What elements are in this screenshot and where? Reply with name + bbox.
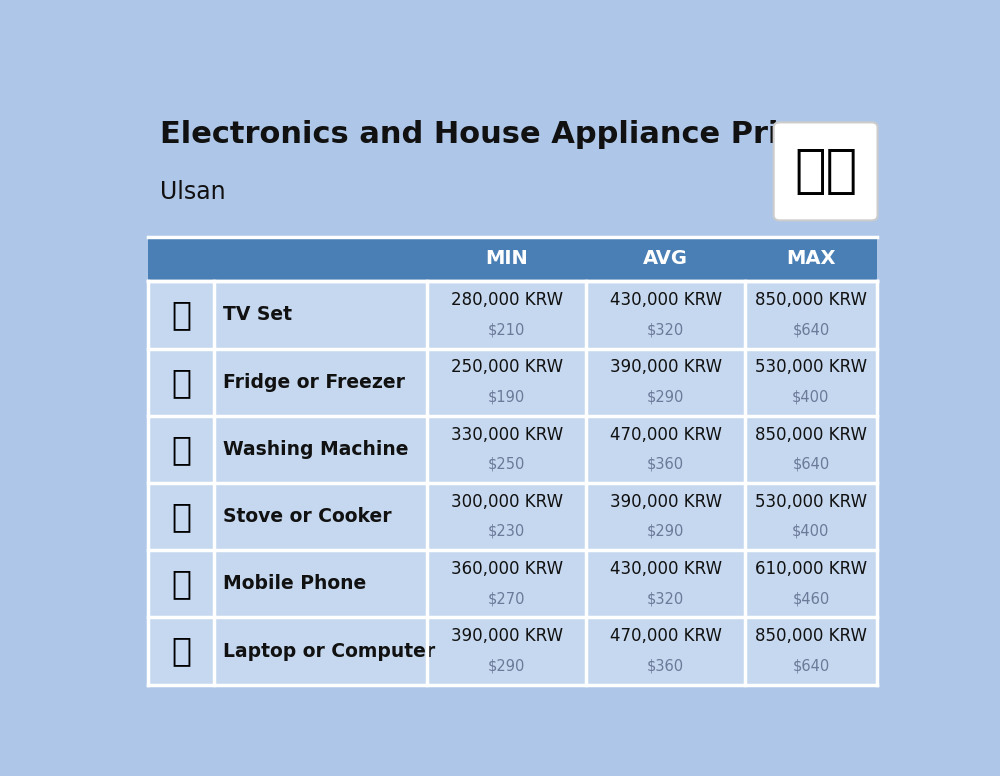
Text: 390,000 KRW: 390,000 KRW (610, 359, 722, 376)
Text: 850,000 KRW: 850,000 KRW (755, 291, 867, 309)
Bar (148, 483, 877, 550)
Text: Ulsan: Ulsan (160, 180, 226, 204)
Text: $640: $640 (792, 457, 830, 472)
Text: 💻: 💻 (171, 635, 191, 667)
Text: Washing Machine: Washing Machine (223, 440, 409, 459)
Bar (148, 618, 877, 684)
Text: $290: $290 (647, 524, 684, 539)
Text: $290: $290 (488, 658, 525, 674)
Text: Laptop or Computer: Laptop or Computer (223, 642, 436, 660)
Bar (148, 282, 877, 348)
Text: AVG: AVG (643, 249, 688, 268)
Text: $360: $360 (647, 658, 684, 674)
Text: Mobile Phone: Mobile Phone (223, 574, 367, 594)
Text: $400: $400 (792, 390, 830, 404)
Text: 250,000 KRW: 250,000 KRW (451, 359, 563, 376)
Text: 330,000 KRW: 330,000 KRW (451, 425, 563, 444)
Text: 🇰🇷: 🇰🇷 (794, 145, 857, 197)
Text: $190: $190 (488, 390, 525, 404)
Text: 390,000 KRW: 390,000 KRW (451, 627, 563, 646)
Text: $320: $320 (647, 322, 684, 338)
Text: Electronics and House Appliance Prices: Electronics and House Appliance Prices (160, 120, 835, 149)
Text: 🔥: 🔥 (171, 500, 191, 533)
Text: $270: $270 (488, 591, 525, 606)
Text: Stove or Cooker: Stove or Cooker (223, 507, 392, 526)
Text: 430,000 KRW: 430,000 KRW (610, 560, 722, 578)
Text: 390,000 KRW: 390,000 KRW (610, 493, 722, 511)
Text: $290: $290 (647, 390, 684, 404)
Text: 280,000 KRW: 280,000 KRW (451, 291, 563, 309)
Text: 📱: 📱 (171, 567, 191, 601)
Text: $400: $400 (792, 524, 830, 539)
Text: 300,000 KRW: 300,000 KRW (451, 493, 563, 511)
Text: MAX: MAX (786, 249, 836, 268)
Text: 360,000 KRW: 360,000 KRW (451, 560, 563, 578)
Bar (148, 348, 877, 416)
Text: 530,000 KRW: 530,000 KRW (755, 493, 867, 511)
Bar (148, 416, 877, 483)
Text: MIN: MIN (485, 249, 528, 268)
Text: $460: $460 (792, 591, 830, 606)
Text: 🧊: 🧊 (171, 365, 191, 399)
Text: 610,000 KRW: 610,000 KRW (755, 560, 867, 578)
Bar (148, 550, 877, 618)
Bar (148, 237, 877, 282)
Text: $640: $640 (792, 658, 830, 674)
Text: 🫧: 🫧 (171, 433, 191, 466)
FancyBboxPatch shape (774, 123, 878, 220)
Text: 📺: 📺 (171, 299, 191, 331)
Text: $320: $320 (647, 591, 684, 606)
Text: $250: $250 (488, 457, 525, 472)
Text: $360: $360 (647, 457, 684, 472)
Text: 470,000 KRW: 470,000 KRW (610, 425, 722, 444)
Text: 850,000 KRW: 850,000 KRW (755, 425, 867, 444)
Text: $210: $210 (488, 322, 525, 338)
Text: 850,000 KRW: 850,000 KRW (755, 627, 867, 646)
Text: Fridge or Freezer: Fridge or Freezer (223, 372, 405, 392)
Text: 430,000 KRW: 430,000 KRW (610, 291, 722, 309)
Text: $640: $640 (792, 322, 830, 338)
Text: TV Set: TV Set (223, 306, 292, 324)
Text: 470,000 KRW: 470,000 KRW (610, 627, 722, 646)
Text: 530,000 KRW: 530,000 KRW (755, 359, 867, 376)
Text: $230: $230 (488, 524, 525, 539)
